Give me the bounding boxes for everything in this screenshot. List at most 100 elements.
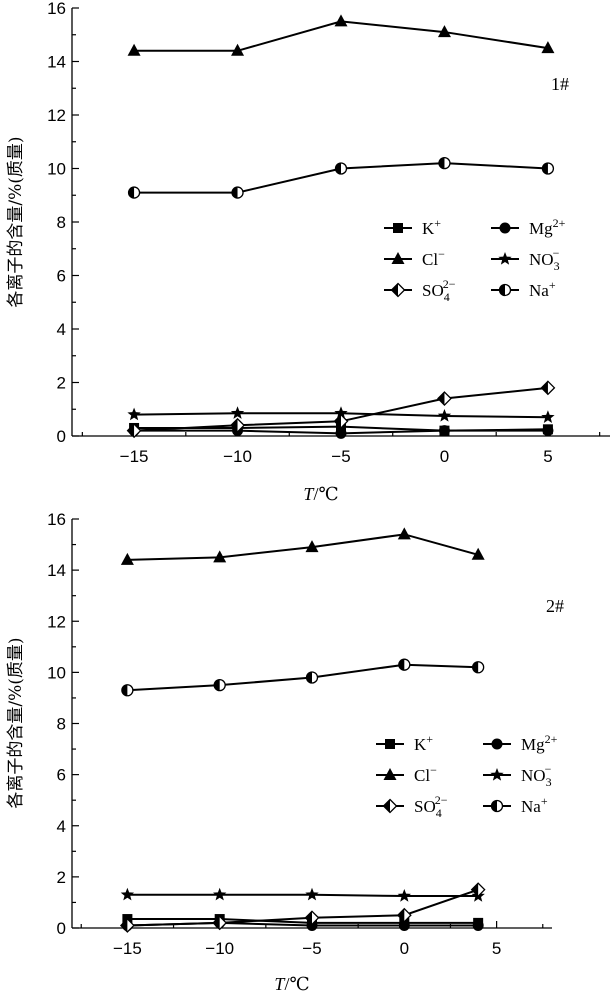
y-tick-label: 0 <box>57 427 66 446</box>
legend-entry: Na+ <box>491 278 556 300</box>
data-point <box>230 406 245 419</box>
legend-marker <box>393 223 403 233</box>
data-point <box>121 684 134 697</box>
series-line <box>127 918 479 924</box>
data-point <box>542 425 554 437</box>
legend: K+ Mg2+ Cl− NO3− SO42− Na+ <box>384 216 566 304</box>
legend-label: Na+ <box>521 794 548 816</box>
y-tick-label: 16 <box>47 0 66 18</box>
x-tick-label: −5 <box>331 447 350 466</box>
legend-marker <box>498 283 512 297</box>
data-point <box>541 410 555 423</box>
data-point <box>334 162 348 175</box>
data-point <box>305 887 319 901</box>
y-tick-label: 8 <box>57 213 66 232</box>
y-tick-label: 14 <box>47 561 66 580</box>
legend-entry: Mg2+ <box>491 216 566 238</box>
y-tick-label: 2 <box>57 374 66 393</box>
x-tick-label: −10 <box>205 939 234 958</box>
data-point <box>397 527 411 540</box>
y-tick-label: 2 <box>57 868 66 887</box>
legend-entry: SO42− <box>376 793 448 820</box>
data-point <box>126 423 142 439</box>
data-point <box>471 547 485 560</box>
legend-entry: Cl− <box>376 763 437 785</box>
data-point <box>213 679 226 692</box>
legend-entry: K+ <box>376 732 433 754</box>
data-point <box>334 14 348 27</box>
data-point <box>437 25 451 38</box>
series-line <box>127 663 479 692</box>
data-point <box>541 41 555 54</box>
y-tick-label: 14 <box>47 53 66 72</box>
legend-label: Cl− <box>414 763 437 785</box>
data-point <box>213 887 227 901</box>
legend-label: K+ <box>414 732 433 754</box>
data-point <box>438 425 450 437</box>
data-point <box>438 156 451 170</box>
legend-marker <box>385 739 395 749</box>
series-line <box>127 893 479 898</box>
y-tick-label: 12 <box>47 612 66 631</box>
data-point <box>334 406 348 419</box>
legend-label: Mg2+ <box>529 216 566 238</box>
y-axis-label: 各离子的含量/%(质量) <box>6 637 26 808</box>
legend-marker <box>490 799 504 813</box>
data-point <box>230 417 245 433</box>
data-point <box>437 408 452 422</box>
legend-label: Na+ <box>529 278 556 300</box>
y-tick-label: 8 <box>57 715 66 734</box>
x-tick-label: −15 <box>113 939 142 958</box>
data-point <box>305 671 319 684</box>
data-point <box>231 186 244 199</box>
legend-entry: K+ <box>384 216 441 238</box>
series-Mg2+ <box>128 425 554 439</box>
panel-annotation: 1# <box>551 74 569 94</box>
x-axis-label: T/℃ <box>303 484 338 504</box>
data-point <box>127 407 141 421</box>
y-tick-label: 16 <box>47 510 66 529</box>
y-tick-label: 6 <box>57 766 66 785</box>
data-point <box>472 661 485 674</box>
data-point <box>305 540 319 553</box>
x-tick-label: −10 <box>223 447 252 466</box>
legend-marker <box>490 768 504 781</box>
chart-panel-2: 0 2 4 6 8 10 12 14 16 −15 −10 −5 0 5 T/℃ 各离子的含量/%(质量) 2#… <box>6 510 564 994</box>
data-point <box>398 658 411 671</box>
data-point <box>120 887 135 901</box>
legend-label: Cl− <box>422 247 445 269</box>
data-point <box>304 910 320 926</box>
y-tick-label: 4 <box>57 817 66 836</box>
legend-label: NO3− <box>529 246 560 273</box>
panel-annotation: 2# <box>546 596 564 616</box>
legend-entry: NO3− <box>483 762 552 789</box>
legend-entry: Mg2+ <box>483 732 558 754</box>
legend-entry: NO3− <box>491 246 560 273</box>
series-Cl- <box>120 527 485 565</box>
series-Na+ <box>127 156 555 199</box>
legend-marker <box>499 222 511 234</box>
x-tick-label: 5 <box>543 447 552 466</box>
legend-marker <box>491 738 503 750</box>
y-tick-label: 6 <box>57 267 66 286</box>
legend-label: K+ <box>422 216 441 238</box>
data-point <box>333 413 349 429</box>
y-tick-label: 10 <box>47 663 66 682</box>
data-point <box>541 162 555 175</box>
y-tick-label: 0 <box>57 919 66 938</box>
data-point <box>470 882 486 898</box>
legend-label: SO42− <box>422 277 456 304</box>
legend-label: Mg2+ <box>521 732 558 754</box>
x-axis-label: T/℃ <box>274 974 309 994</box>
legend-marker <box>382 798 398 814</box>
legend-entry: Na+ <box>483 794 548 816</box>
y-tick-label: 12 <box>47 106 66 125</box>
y-axis-label: 各离子的含量/%(质量) <box>6 136 26 307</box>
legend: K+ Mg2+ Cl− NO3− SO42− Na+ <box>376 732 558 820</box>
legend-entry: Cl− <box>384 247 445 269</box>
x-tick-label: −5 <box>302 939 321 958</box>
data-point <box>396 907 412 923</box>
data-point <box>472 919 484 931</box>
series-NO3- <box>127 406 555 423</box>
